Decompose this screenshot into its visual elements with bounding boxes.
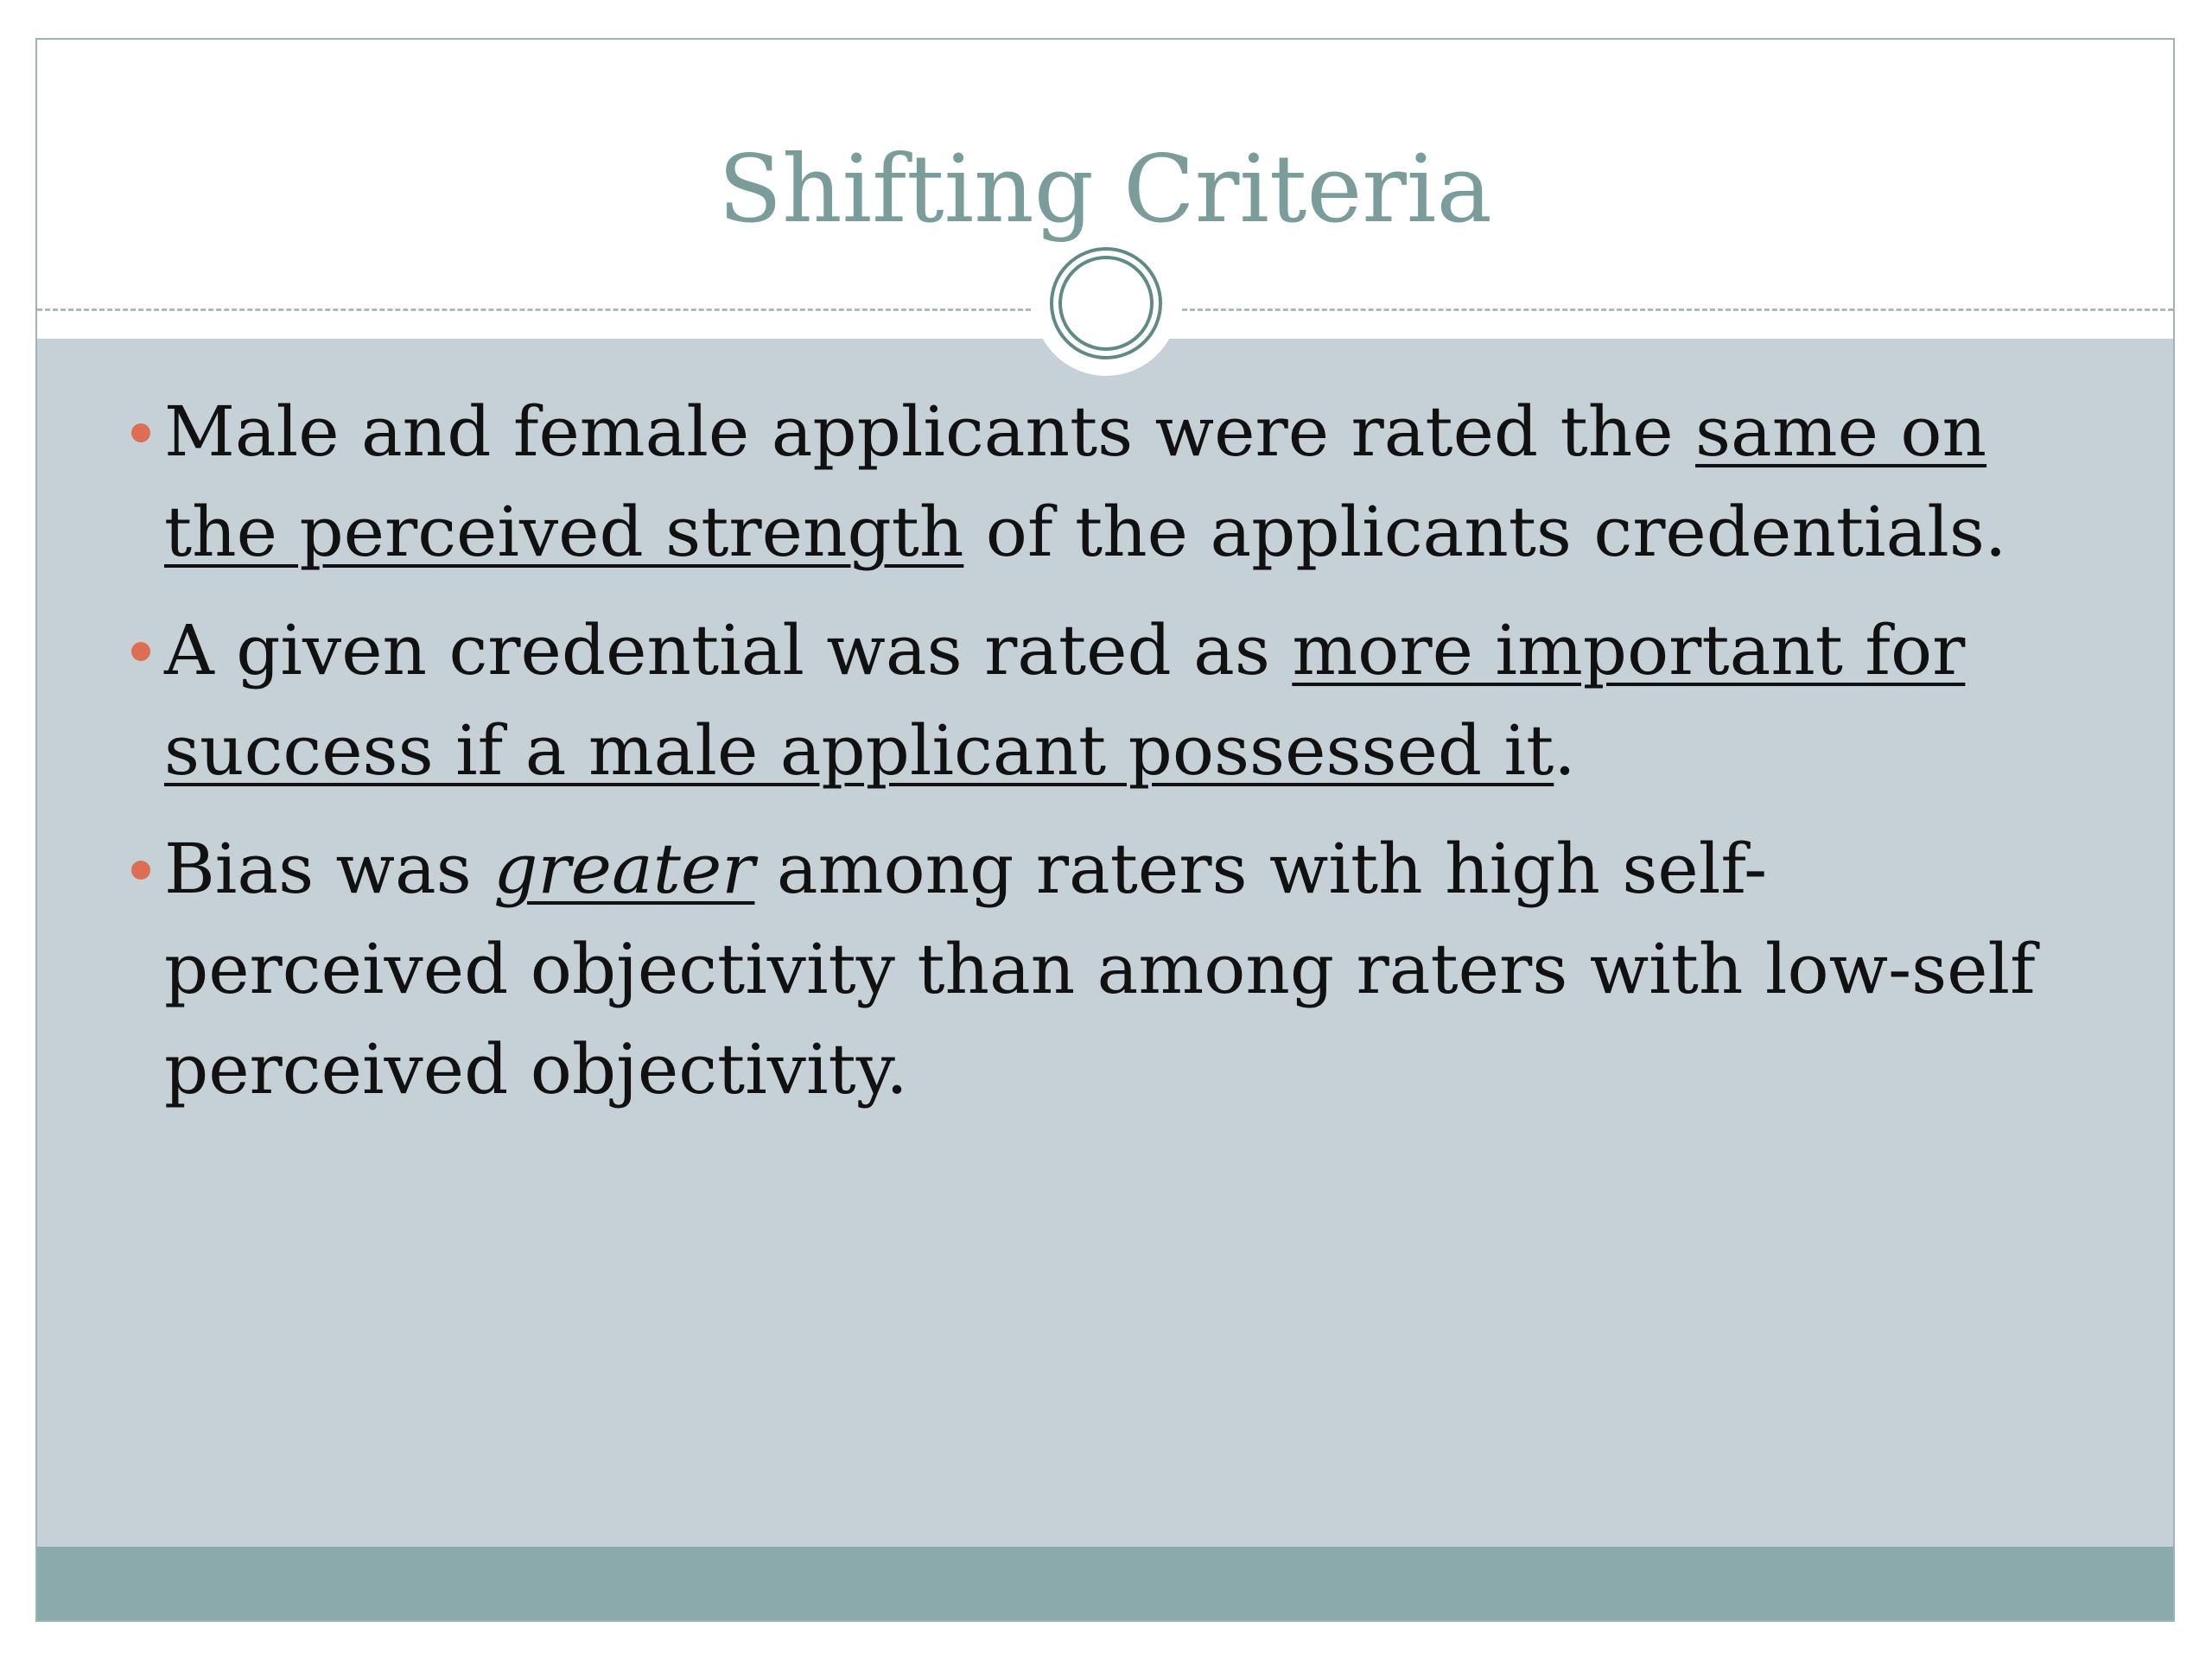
bullet-dot-icon xyxy=(131,861,150,880)
bullet-list: Male and female applicants were rated th… xyxy=(131,382,2152,1138)
bullet-item: Male and female applicants were rated th… xyxy=(131,382,2152,582)
emphasized-text: more important for xyxy=(1292,610,1966,690)
bullet-text: perceived objectivity. xyxy=(164,1029,908,1109)
emphasized-text: success if a male applicant possessed it xyxy=(164,710,1554,791)
bullet-text: . xyxy=(1554,710,1576,791)
bullet-line: A given credential was rated as more imp… xyxy=(164,601,2152,701)
circle-ornament-inner-icon xyxy=(1058,256,1154,351)
divider-line-left xyxy=(37,308,1031,311)
bullet-dot-icon xyxy=(131,642,150,661)
bullet-line: success if a male applicant possessed it… xyxy=(164,701,2152,801)
emphasized-text: same on xyxy=(1695,391,1987,472)
bullet-line: the perceived strength of the applicants… xyxy=(164,482,2152,582)
bullet-text: among raters with high self- xyxy=(754,829,1768,909)
bullet-item: Bias was greater among raters with high … xyxy=(131,819,2152,1120)
bullet-text: Male and female applicants were rated th… xyxy=(164,391,1695,472)
bullet-item: A given credential was rated as more imp… xyxy=(131,601,2152,801)
footer-band xyxy=(37,1547,2173,1620)
bullet-dot-icon xyxy=(131,423,150,442)
bullet-text: Bias was xyxy=(164,829,494,909)
divider-line-right xyxy=(1182,308,2173,311)
bullet-line: Bias was greater among raters with high … xyxy=(164,819,2152,919)
bullet-text: of the applicants credentials. xyxy=(963,492,2007,572)
slide: Shifting Criteria Male and female applic… xyxy=(35,38,2175,1622)
content-background xyxy=(37,339,2173,1548)
bullet-line: Male and female applicants were rated th… xyxy=(164,382,2152,482)
slide-title: Shifting Criteria xyxy=(718,136,1492,244)
bullet-text: perceived objectivity than among raters … xyxy=(164,929,2036,1009)
bullet-line: perceived objectivity than among raters … xyxy=(164,919,2152,1020)
emphasized-text: greater xyxy=(493,829,755,909)
emphasized-text: the perceived strength xyxy=(164,492,964,572)
bullet-line: perceived objectivity. xyxy=(164,1020,2152,1120)
circle-ornament-icon xyxy=(1050,247,1162,359)
bullet-text: A given credential was rated as xyxy=(164,610,1293,690)
